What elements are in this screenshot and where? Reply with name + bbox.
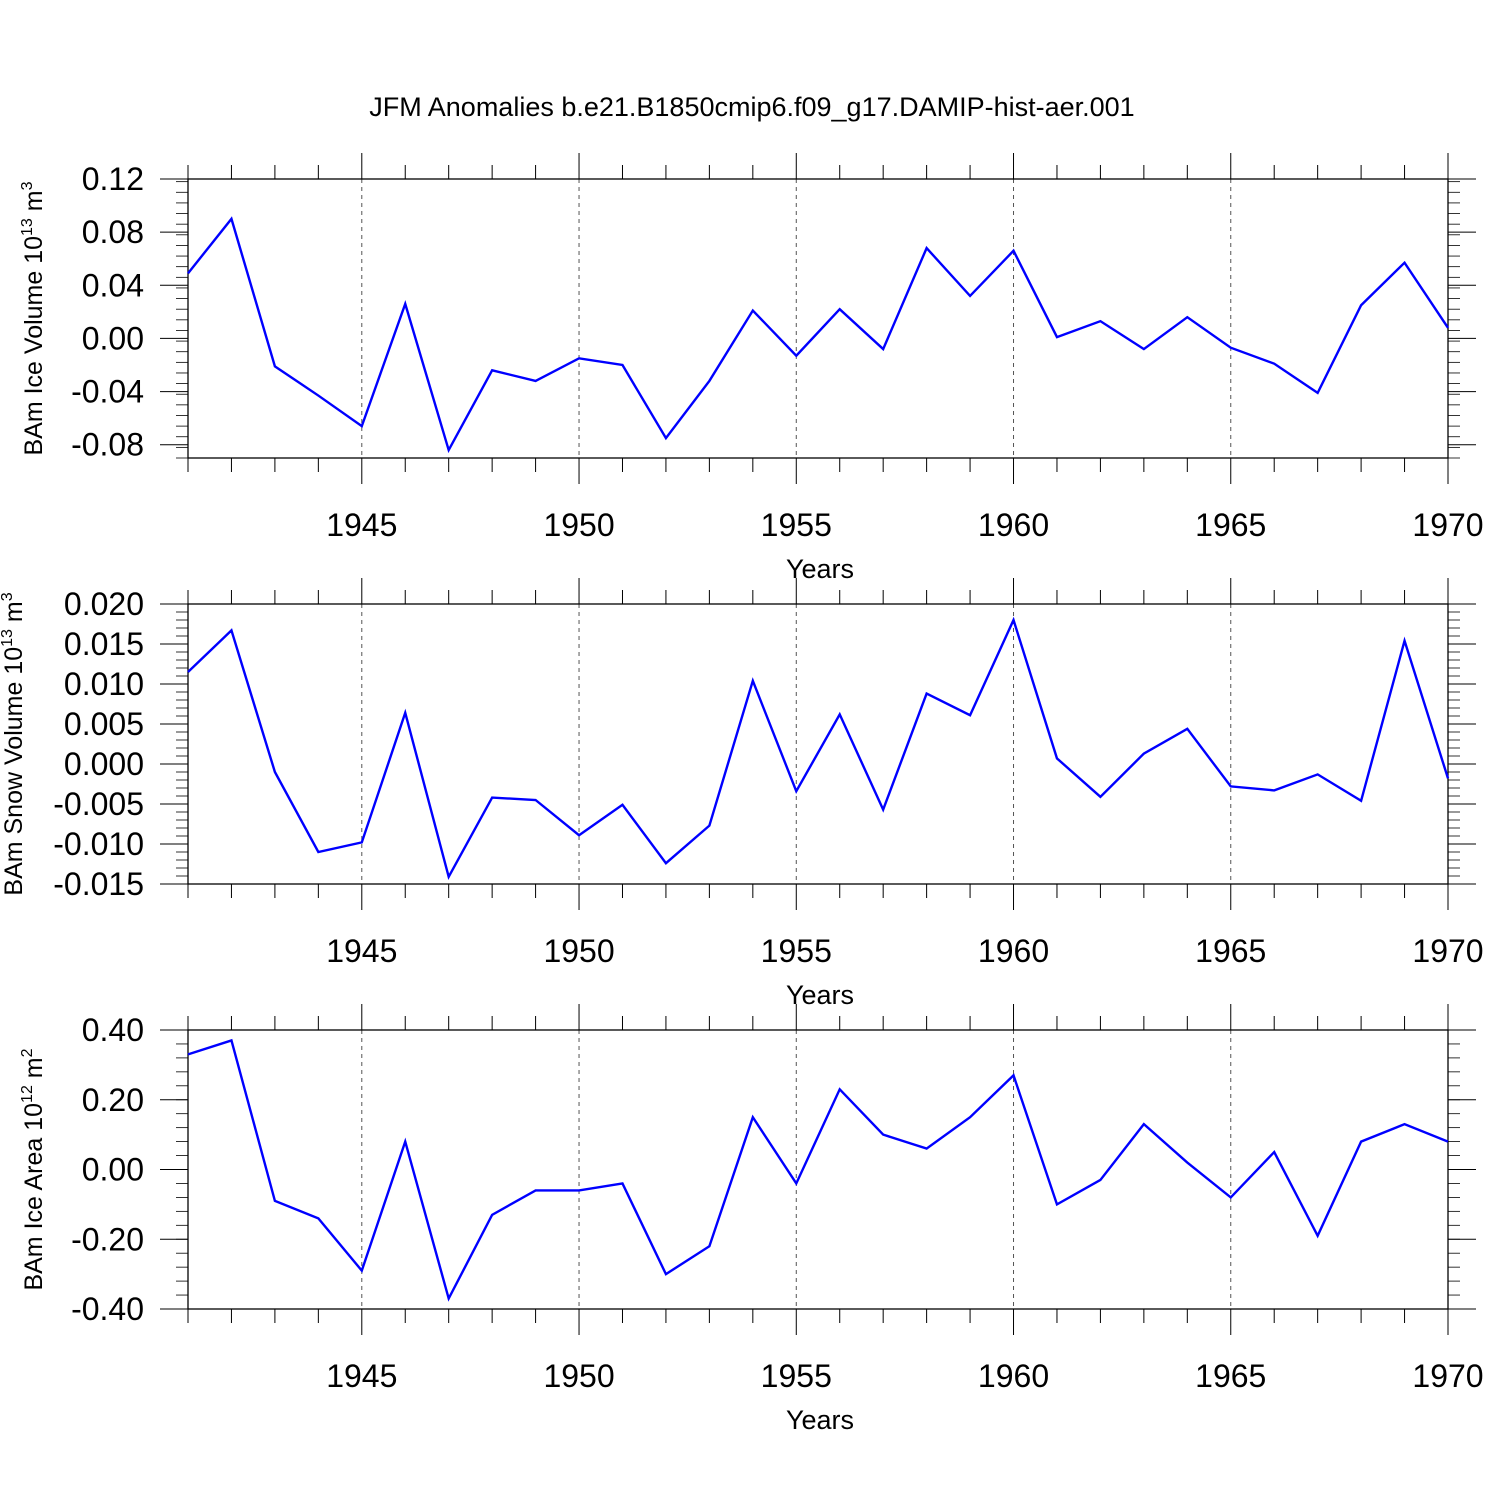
y-axis-label-exponent: 13: [19, 218, 36, 236]
y-tick-label: 0.000: [64, 746, 144, 782]
x-tick-label: 1970: [1412, 1358, 1483, 1394]
x-tick-label: 1945: [326, 933, 397, 969]
y-axis-label-exponent: 13: [0, 629, 16, 647]
y-axis-label-unit: m: [0, 601, 28, 629]
y-tick-label: 0.20: [82, 1082, 144, 1118]
x-tick-label: 1955: [761, 1358, 832, 1394]
y-tick-label: 0.40: [82, 1012, 144, 1048]
y-axis-label-text: BAm Snow Volume 10: [0, 647, 28, 896]
panels: 1945 1950 1955 1960 1965 1970 Years -0.08 -0.04 0…: [0, 153, 1484, 1435]
x-tick-label: 1955: [761, 507, 832, 543]
x-tick-label: 1945: [326, 1358, 397, 1394]
y-tick-label: -0.015: [53, 866, 144, 902]
y-tick-label: -0.005: [53, 786, 144, 822]
y-tick-label: -0.04: [71, 374, 144, 410]
y-tick-label: 0.010: [64, 666, 144, 702]
y-tick-label: 0.020: [64, 586, 144, 622]
x-tick-label: 1960: [978, 933, 1049, 969]
x-tick-label: 1965: [1195, 933, 1266, 969]
plot-frame: [188, 604, 1448, 884]
y-tick-label: 0.04: [82, 267, 144, 303]
x-tick-label: 1960: [978, 1358, 1049, 1394]
y-tick-label: 0.08: [82, 214, 144, 250]
x-tick-label: 1950: [543, 933, 614, 969]
y-tick-label: -0.40: [71, 1291, 144, 1327]
x-tick-label: 1965: [1195, 1358, 1266, 1394]
series-line: [188, 219, 1448, 450]
x-tick-label: 1960: [978, 507, 1049, 543]
series-line: [188, 620, 1448, 877]
y-axis-label: BAm Ice Volume 1013 m3: [19, 181, 48, 455]
y-axis-label-unit: m: [20, 1057, 48, 1085]
x-tick-label: 1950: [543, 1358, 614, 1394]
y-tick-label: 0.12: [82, 161, 144, 197]
y-axis-label-unit: m: [20, 190, 48, 218]
chart-title: JFM Anomalies b.e21.B1850cmip6.f09_g17.D…: [369, 92, 1134, 122]
y-tick-label: 0.005: [64, 706, 144, 742]
series-line: [188, 1040, 1448, 1298]
y-axis-label-exponent: 12: [19, 1085, 36, 1103]
y-axis-label-unit-exponent: 3: [0, 592, 16, 601]
y-tick-label: 0.015: [64, 626, 144, 662]
x-tick-label: 1955: [761, 933, 832, 969]
y-axis-label: BAm Ice Area 1012 m2: [19, 1048, 48, 1290]
y-axis-label: BAm Snow Volume 1013 m3: [0, 592, 28, 895]
y-axis-label-text: BAm Ice Area 10: [20, 1103, 48, 1291]
panel-3: 1945 1950 1955 1960 1965 1970 Years -0.40 -0.20 0…: [19, 1004, 1484, 1435]
plot-frame: [188, 179, 1448, 458]
y-axis-label-unit-exponent: 3: [19, 181, 36, 190]
y-axis-label-text: BAm Ice Volume 10: [20, 236, 48, 456]
y-tick-label: -0.010: [53, 826, 144, 862]
y-tick-label: -0.20: [71, 1221, 144, 1257]
y-tick-label: 0.00: [82, 1152, 144, 1188]
y-axis-label-unit-exponent: 2: [19, 1048, 36, 1057]
y-tick-label: -0.08: [71, 427, 144, 463]
x-tick-label: 1965: [1195, 507, 1266, 543]
x-tick-label: 1950: [543, 507, 614, 543]
x-tick-label: 1945: [326, 507, 397, 543]
x-tick-label: 1970: [1412, 507, 1483, 543]
x-axis-label: Years: [786, 1405, 854, 1435]
x-tick-label: 1970: [1412, 933, 1483, 969]
y-tick-label: 0.00: [82, 320, 144, 356]
